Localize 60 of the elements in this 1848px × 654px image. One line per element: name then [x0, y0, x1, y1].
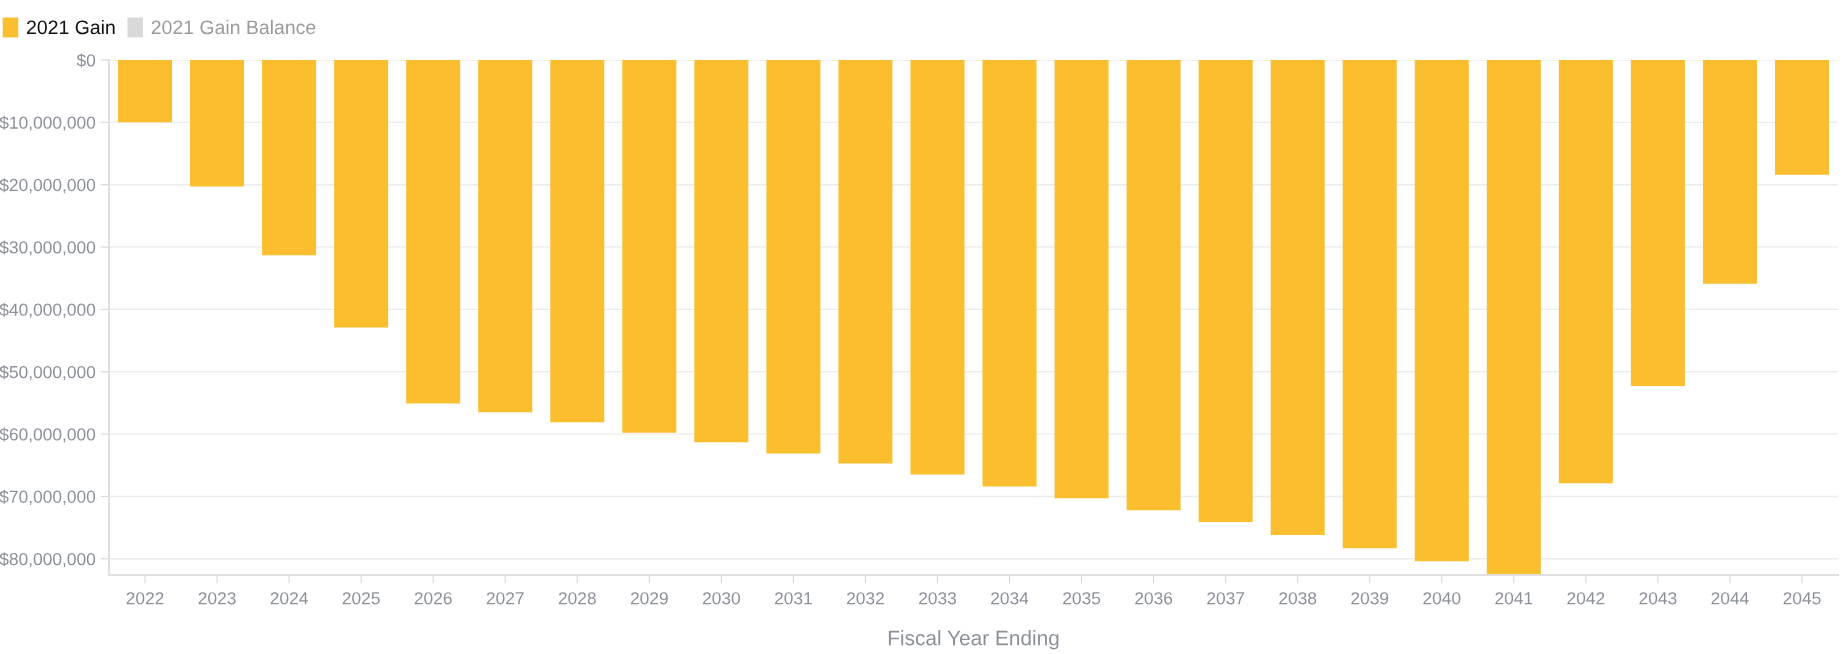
x-tick-label: 2031	[774, 592, 812, 605]
x-tick-label: 2039	[1351, 592, 1389, 605]
bar	[406, 60, 461, 404]
x-tick-label: 2041	[1495, 592, 1533, 605]
x-tick-label: 2040	[1423, 592, 1461, 605]
x-tick-label: 2025	[342, 592, 380, 605]
x-tick-label: 2023	[198, 592, 236, 605]
y-tick-label: $60,000,000	[0, 427, 96, 443]
bar	[1270, 60, 1325, 536]
bar	[1198, 60, 1253, 522]
bar	[118, 60, 173, 123]
x-tick-label: 2027	[486, 592, 524, 605]
x-tick-label: 2043	[1639, 592, 1677, 605]
y-tick-label: $0	[76, 53, 96, 68]
x-tick-label: 2045	[1783, 592, 1821, 605]
y-tick-label: $70,000,000	[0, 489, 96, 505]
bar	[694, 60, 749, 443]
y-tick-label: $20,000,000	[0, 178, 96, 194]
y-tick-label: $40,000,000	[0, 302, 96, 318]
bar	[1414, 60, 1469, 562]
x-tick-label: 2038	[1279, 592, 1317, 605]
bar	[262, 60, 317, 256]
bar	[1342, 60, 1397, 549]
y-tick-label: $10,000,000	[0, 115, 96, 131]
x-tick-label: 2034	[991, 592, 1029, 605]
bar	[982, 60, 1037, 487]
x-tick-label: 2044	[1711, 592, 1749, 605]
bar	[334, 60, 389, 328]
bar	[1630, 60, 1685, 387]
x-tick-label: 2037	[1207, 592, 1245, 605]
legend-label: 2021 Gain	[27, 19, 115, 35]
y-tick-label: $80,000,000	[0, 552, 96, 568]
bar	[190, 60, 245, 187]
x-tick-label: 2032	[847, 592, 884, 605]
x-tick-label: 2030	[702, 592, 740, 605]
x-tick-label: 2029	[630, 592, 668, 605]
bar	[622, 60, 677, 433]
bar	[550, 60, 605, 423]
bar	[766, 60, 821, 454]
x-axis-title: Fiscal Year Ending	[888, 630, 1059, 650]
x-tick-label: 2028	[558, 592, 596, 605]
x-tick-label: 2024	[270, 592, 308, 605]
bar	[1558, 60, 1613, 484]
legend-label: 2021 Gain Balance	[151, 19, 316, 35]
bar	[1054, 60, 1109, 499]
bar	[838, 60, 893, 464]
bar	[1702, 60, 1757, 284]
x-tick-label: 2022	[126, 592, 164, 605]
x-tick-label: 2042	[1567, 592, 1605, 605]
bar	[910, 60, 965, 475]
bar	[1774, 60, 1829, 175]
bar	[478, 60, 533, 413]
y-tick-label: $30,000,000	[0, 240, 96, 256]
x-tick-label: 2035	[1063, 592, 1101, 605]
y-tick-label: $50,000,000	[0, 365, 96, 381]
x-tick-label: 2026	[414, 592, 452, 605]
bar	[1486, 60, 1541, 575]
bar	[1126, 60, 1181, 511]
x-tick-label: 2033	[919, 592, 957, 605]
x-tick-label: 2036	[1135, 592, 1173, 605]
